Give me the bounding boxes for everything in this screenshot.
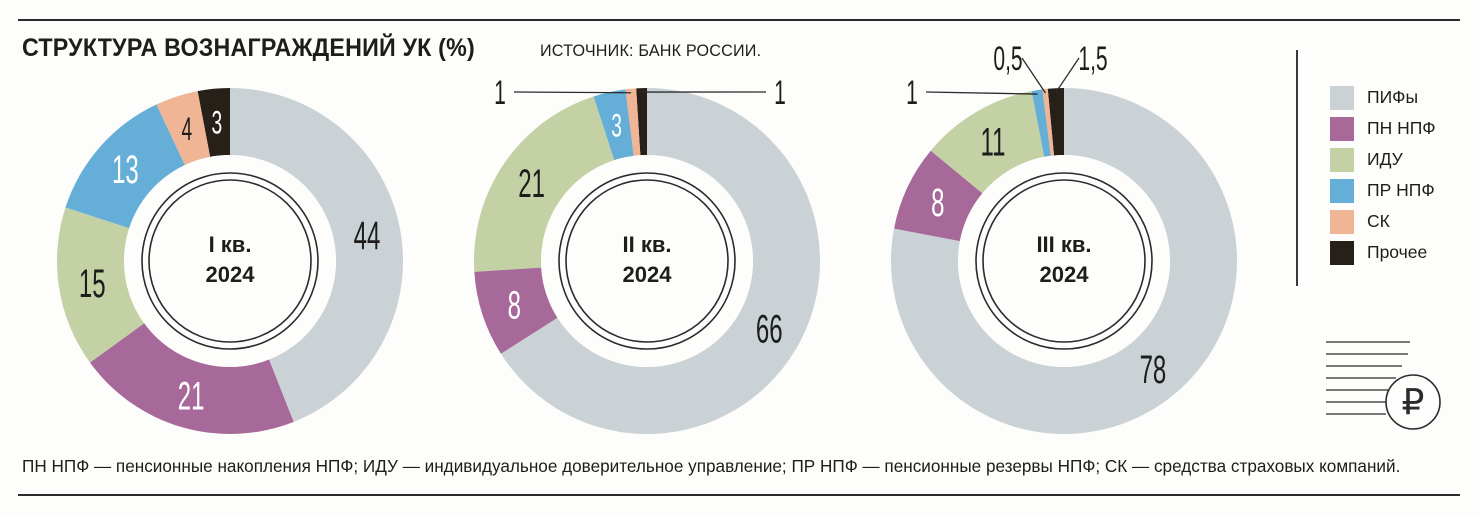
donut-chart: II кв. 2024 66 1 1 3 21 8 [473, 73, 821, 434]
donut-slice [1031, 89, 1051, 157]
slice-label: 21 [518, 161, 545, 206]
donut-slice [930, 91, 1045, 194]
slice-label: 78 [1140, 347, 1167, 392]
legend-label: ИДУ [1367, 149, 1403, 169]
donut-hole [958, 155, 1170, 367]
footnote: ПН НПФ — пенсионные накопления НПФ; ИДУ … [22, 456, 1401, 476]
donut-slice [56, 207, 145, 363]
quarter-label: III кв. [1036, 232, 1091, 257]
legend-swatch [1330, 240, 1354, 265]
donut-slice [593, 89, 634, 161]
donut-slice [1047, 88, 1064, 156]
source-note: ИСТОЧНИК: БАНК РОССИИ. [540, 41, 762, 60]
inner-ring [558, 172, 736, 350]
donut-slice [894, 150, 983, 242]
legend: ПИФы ПН НПФ ИДУ ПР НПФ СК Прочее [1330, 82, 1436, 268]
legend-swatch [1330, 147, 1354, 172]
slice-label: 4 [182, 111, 193, 147]
slice-label: 3 [611, 107, 622, 143]
slice-label: 21 [178, 373, 205, 418]
legend-item: ПН НПФ [1330, 113, 1436, 144]
slice-label: 8 [508, 282, 521, 327]
ruble-icon: ₽ [1326, 341, 1441, 430]
legend-item: Прочее [1330, 237, 1436, 268]
legend-item: ИДУ [1330, 144, 1436, 175]
bottom-rule [18, 494, 1460, 496]
legend-label: ПИФы [1367, 87, 1419, 107]
inner-ring [975, 172, 1153, 350]
leader-line [1055, 57, 1080, 93]
slice-label: 44 [354, 213, 381, 258]
inner-ring [982, 179, 1146, 343]
slice-label: 1,5 [1078, 39, 1107, 77]
donut-slice [891, 88, 1237, 435]
legend-item: СК [1330, 206, 1436, 237]
legend-label: СК [1367, 211, 1390, 231]
donut-slice [65, 104, 185, 229]
legend-swatch [1330, 85, 1354, 110]
donut-slice [625, 88, 641, 156]
quarter-label: II кв. [623, 232, 672, 257]
inner-ring [141, 172, 319, 350]
slice-label: 3 [212, 105, 223, 141]
legend-label: ПН НПФ [1367, 118, 1436, 138]
svg-text:₽: ₽ [1402, 382, 1425, 423]
legend-swatch [1330, 209, 1354, 234]
donut-slice [230, 88, 403, 422]
donut-hole [541, 155, 753, 367]
slice-label: 8 [931, 180, 944, 225]
donut-chart: I кв. 2024 44 34 13 15 21 [56, 88, 403, 434]
quarter-label: I кв. [209, 232, 252, 257]
donut-slice [197, 88, 230, 157]
slice-label: 1 [774, 73, 786, 111]
year-label: 2024 [206, 262, 256, 287]
inner-ring [565, 179, 729, 343]
legend-label: Прочее [1367, 242, 1428, 262]
donut-slice [156, 91, 211, 166]
legend-item: ПИФы [1330, 82, 1436, 113]
slice-label: 66 [756, 306, 783, 351]
legend-swatch [1330, 116, 1354, 141]
legend-item: ПР НПФ [1330, 175, 1436, 206]
slice-label: 0,5 [993, 39, 1022, 77]
year-label: 2024 [623, 262, 673, 287]
donut-slice [473, 96, 615, 272]
leader-line [925, 91, 1038, 95]
year-label: 2024 [1040, 262, 1090, 287]
slice-label: 1 [906, 73, 918, 111]
donut-slice [636, 88, 647, 156]
donut-slice [90, 323, 294, 434]
legend-divider [1296, 50, 1298, 286]
slice-label: 15 [79, 261, 106, 306]
donut-slice [1042, 88, 1055, 156]
legend-swatch [1330, 178, 1354, 203]
leader-line [513, 91, 632, 94]
top-rule [18, 19, 1460, 21]
slice-label: 11 [981, 119, 1006, 164]
inner-ring [148, 179, 312, 343]
slice-label: 1 [494, 73, 506, 111]
slice-label: 13 [112, 147, 139, 192]
donut-slice [474, 267, 558, 354]
donut-slice [500, 88, 821, 434]
chart-title: СТРУКТУРА ВОЗНАГРАЖДЕНИЙ УК (%) [22, 34, 475, 62]
donut-hole [124, 155, 336, 367]
legend-label: ПР НПФ [1367, 180, 1435, 200]
leader-line [1021, 57, 1046, 94]
